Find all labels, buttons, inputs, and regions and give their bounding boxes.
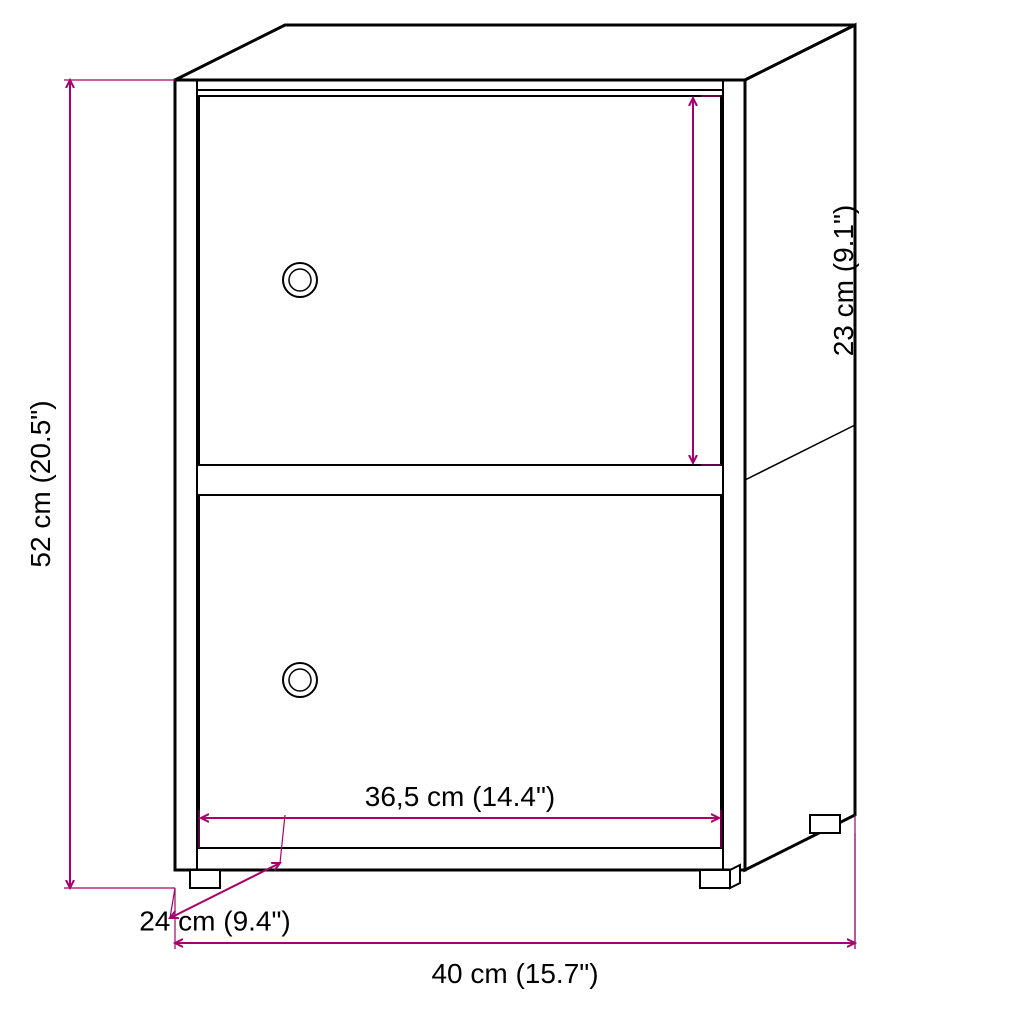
- label-height-total: 52 cm (20.5"): [25, 400, 56, 567]
- label-width-total: 40 cm (15.7"): [431, 958, 598, 989]
- cabinet-drawing: [175, 25, 855, 888]
- label-width-inner: 36,5 cm (14.4"): [365, 781, 555, 812]
- label-depth: 24 cm (9.4"): [139, 906, 291, 937]
- label-height-door: 23 cm (9.1"): [828, 205, 859, 357]
